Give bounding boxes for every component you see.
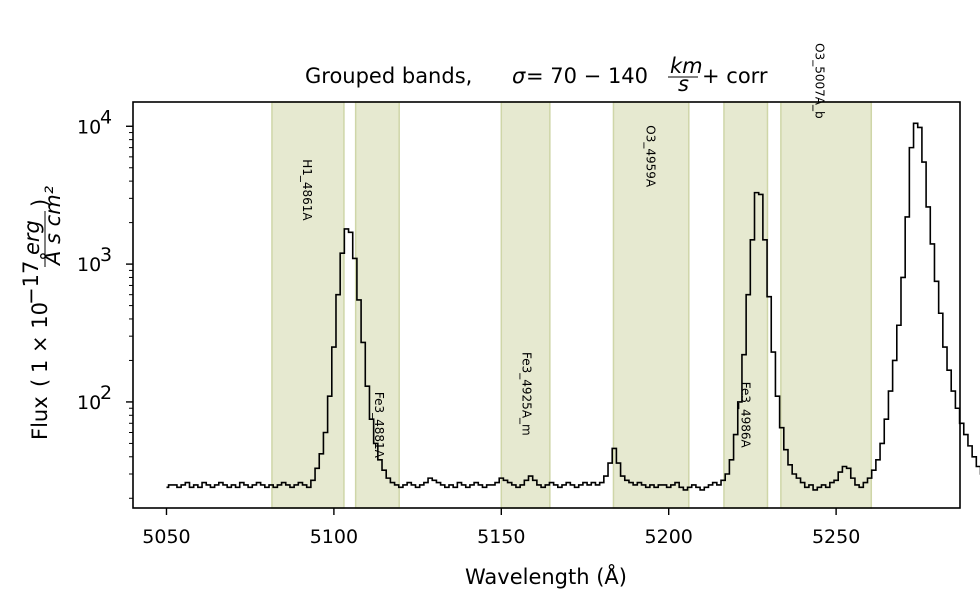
svg-text:10: 10 (77, 116, 101, 138)
y-axis-title-prefix: Flux (28, 396, 52, 440)
y-tick-label-10000: 104 (77, 106, 112, 138)
y-axis-paren-open: ( (28, 379, 52, 387)
band-O3_5007A_b (780, 101, 873, 509)
svg-text:10: 10 (77, 254, 101, 276)
chart-title-suffix: + corr (702, 64, 768, 88)
band-H1_4861A (271, 101, 345, 509)
band-label-Fe3_4925A_m: Fe3_4925A_m (519, 352, 533, 436)
svg-text:2: 2 (100, 382, 112, 404)
x-tick-label-5200: 5200 (645, 526, 693, 548)
svg-text:3: 3 (100, 244, 112, 266)
spectrum-line (166, 122, 980, 491)
plot-frame (132, 101, 961, 509)
chart-title-prefix: Grouped bands, (305, 64, 472, 88)
x-tick-label-5250: 5250 (812, 526, 860, 548)
svg-text:10: 10 (77, 392, 101, 414)
chart-title-frac-den: s (678, 72, 689, 96)
chart-title-range: = 70 − 140 (526, 64, 648, 88)
y-axis-frac-den: Å s cm² (39, 185, 65, 267)
y-axis-exp: −17 (19, 261, 43, 305)
y-axis-expr: 1 × 10 (28, 302, 52, 373)
y-tick-label-1000: 103 (77, 244, 112, 276)
svg-text:4: 4 (100, 106, 112, 128)
chart-title: Grouped bands, σ = 70 − 140 km s + corr (305, 54, 768, 96)
y-axis-title: Flux ( 1 × 10 −17 erg Å s cm² ) (19, 185, 65, 440)
band-label-Fe3_4986A: Fe3_4986A (739, 382, 753, 449)
band-label-Fe3_4881A: Fe3_4881A (372, 392, 386, 459)
y-axis-frac-num: erg (20, 220, 44, 255)
x-tick-label-5100: 5100 (310, 526, 358, 548)
band-label-O3_5007A_b: O3_5007A_b (812, 43, 826, 118)
chart-title-sigma: σ (512, 64, 526, 88)
chart-title-frac-num: km (670, 54, 703, 78)
y-tick-label-100: 102 (77, 382, 112, 414)
band-label-H1_4861A: H1_4861A (300, 159, 314, 221)
band-labels: H1_4861A Fe3_4881A Fe3_4925A_m O3_4959A Fe3_… (300, 43, 826, 459)
band-label-O3_4959A: O3_4959A (643, 125, 657, 188)
band-Fe3_4925A_m (500, 101, 551, 509)
x-tick-label-5150: 5150 (477, 526, 525, 548)
x-tick-label-5050: 5050 (142, 526, 190, 548)
x-axis-title: Wavelength (Å) (465, 563, 627, 589)
y-axis-paren-close: ) (28, 199, 52, 207)
x-axis-ticks: 5050 5100 5150 5200 5250 (142, 508, 860, 548)
